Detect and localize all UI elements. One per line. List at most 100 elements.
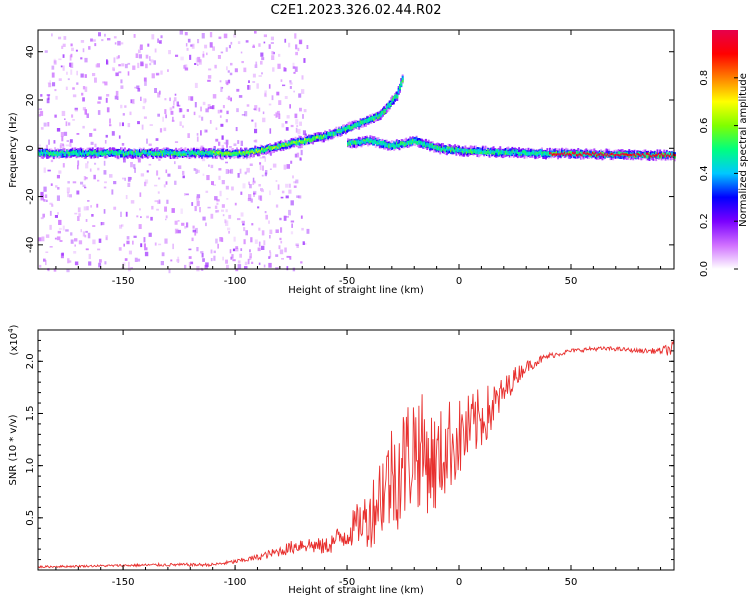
- spectrogram-noise-cell: [139, 192, 142, 197]
- spectrogram-trace-cell: [452, 149, 455, 152]
- spectrogram-trace-cell: [390, 102, 392, 105]
- spectrogram-trace-cell: [328, 132, 331, 135]
- spectrogram-trace-cell: [363, 119, 366, 122]
- spectrogram-noise-cell: [215, 138, 219, 142]
- spectrogram-trace-cell: [154, 150, 157, 153]
- spectrogram-noise-cell: [69, 55, 72, 61]
- spectrogram-trace-cell: [102, 152, 105, 155]
- spectrogram-trace-cell: [134, 152, 137, 155]
- spectrogram-trace-cell: [408, 141, 410, 144]
- spectrogram-trace-cell: [648, 153, 651, 157]
- spectrogram-trace-cell: [187, 151, 190, 154]
- spectrogram-trace-cell: [117, 151, 120, 156]
- spectrogram-noise-cell: [144, 81, 147, 86]
- spectrogram-noise-cell: [294, 153, 298, 158]
- spectrogram-noise-cell: [243, 239, 246, 245]
- spectrogram-trace-cell: [138, 149, 141, 156]
- spectrogram-trace-cell: [300, 141, 302, 144]
- spectrogram-noise-cell: [103, 186, 107, 189]
- spectrogram-trace-cell: [110, 150, 113, 153]
- spectrogram-noise-cell: [301, 89, 305, 94]
- spectrogram-trace-cell: [520, 151, 523, 154]
- spectrogram-noise-cell: [66, 187, 70, 193]
- spectrogram-noise-cell: [298, 93, 302, 98]
- spectrogram-noise-cell: [194, 206, 197, 212]
- spectrogram-noise-cell: [240, 51, 243, 54]
- spectrogram-noise-cell: [197, 63, 199, 66]
- snr-multiplier-exp: 4: [7, 328, 15, 333]
- spectrogram-trace-cell: [241, 153, 244, 156]
- spectrogram-trace-cell: [375, 114, 378, 117]
- spectrogram-noise-cell: [120, 104, 123, 109]
- spectrogram-noise-cell: [239, 253, 242, 258]
- spectrogram-noise-cell: [237, 173, 240, 178]
- spectrogram-noise-cell: [56, 195, 60, 201]
- spectrogram-noise-cell: [186, 47, 189, 51]
- spectrogram-noise-cell: [258, 43, 261, 47]
- spectrogram-trace-cell: [570, 151, 573, 155]
- spectrogram-noise-cell: [304, 133, 307, 138]
- spectrogram-noise-cell: [306, 45, 309, 49]
- spectrogram-noise-cell: [182, 175, 185, 179]
- spectrogram-noise-cell: [104, 140, 107, 144]
- spectrogram-trace-cell: [562, 153, 565, 156]
- spectrogram-noise-cell: [244, 111, 248, 117]
- spectrogram-trace-cell: [258, 149, 261, 153]
- spectrogram-trace-cell: [460, 149, 463, 156]
- spectrogram-noise-cell: [235, 127, 238, 132]
- spectrogram-noise-cell: [154, 242, 157, 246]
- spectrogram-noise-cell: [217, 243, 219, 249]
- spectrogram-noise-cell: [109, 124, 112, 127]
- spectrogram-trace-cell: [306, 139, 309, 142]
- spectrogram-noise-cell: [279, 217, 282, 221]
- spectrogram-noise-cell: [163, 127, 167, 132]
- spectrogram-noise-cell: [269, 229, 273, 235]
- spectrogram-trace-cell: [555, 153, 558, 156]
- spectrogram-trace-cell: [641, 153, 644, 156]
- spectrogram-noise-cell: [253, 108, 256, 110]
- spectrogram-trace-cell: [211, 153, 214, 156]
- spectrogram-trace-cell: [559, 153, 562, 156]
- spectrogram-noise-cell: [201, 253, 204, 258]
- spectrogram-noise-cell: [101, 39, 104, 42]
- spectrogram-noise-cell: [298, 195, 302, 199]
- spectrogram-trace-cell: [279, 143, 282, 148]
- spectrogram-trace-cell: [414, 139, 417, 144]
- spectrogram-noise-cell: [237, 264, 242, 269]
- spectrogram-trace-cell: [370, 139, 373, 142]
- snr-y-tick-label: 1.5: [25, 406, 36, 422]
- spectrogram-noise-cell: [177, 256, 180, 261]
- spectrogram-trace-cell: [660, 154, 663, 159]
- spectrogram-trace-cell: [122, 151, 125, 154]
- spectrogram-trace-cell: [195, 152, 198, 157]
- spectrogram-trace-cell: [477, 150, 480, 155]
- spectrogram-trace-cell: [374, 139, 377, 144]
- spectrogram-noise-cell: [252, 181, 255, 185]
- spectrogram-trace-cell: [257, 148, 259, 153]
- spectrogram-noise-cell: [195, 227, 198, 234]
- spectrogram-trace-cell: [269, 148, 272, 151]
- spectrogram-noise-cell: [61, 110, 66, 116]
- snr-series-line: [37, 340, 675, 569]
- spectrogram-noise-cell: [76, 190, 80, 195]
- spectrogram-trace-cell: [541, 152, 543, 157]
- spectrogram-noise-cell: [77, 160, 80, 166]
- spectrogram-trace-cell: [153, 153, 156, 156]
- spectrogram-noise-cell: [285, 183, 289, 188]
- spectrogram-noise-cell: [296, 125, 299, 128]
- spectrogram-noise-cell: [297, 128, 301, 135]
- snr-y-tick-label: 2.0: [25, 353, 36, 369]
- spectrogram-trace-cell: [266, 146, 269, 150]
- spectrogram-trace-cell: [193, 152, 195, 155]
- spectrogram-noise-cell: [54, 114, 57, 118]
- spectrogram-noise-cell: [278, 245, 281, 250]
- spectrogram-noise-cell: [259, 162, 262, 165]
- spectrogram-trace-cell: [644, 155, 647, 158]
- spectrogram-noise-cell: [171, 119, 175, 122]
- spectrogram-noise-cell: [97, 101, 101, 104]
- spectrogram-noise-cell: [72, 94, 77, 98]
- spectrogram-noise-cell: [195, 57, 200, 63]
- spectrogram-trace-cell: [180, 151, 183, 154]
- spectrogram-trace-cell: [304, 139, 306, 144]
- spectrogram-trace-cell: [320, 135, 323, 140]
